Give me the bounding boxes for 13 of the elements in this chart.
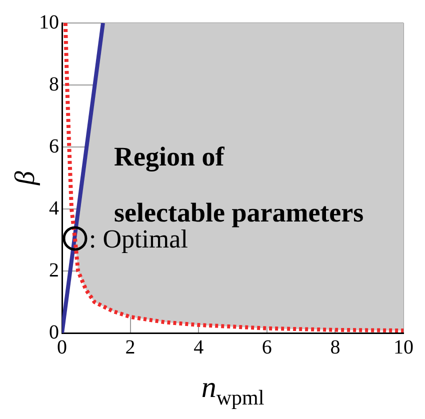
x-tick-label: 6 <box>262 336 272 358</box>
y-axis-title: β <box>10 170 41 186</box>
line-series <box>63 23 404 333</box>
y-tick-label: 0 <box>49 321 59 344</box>
y-tick-label: 10 <box>39 11 59 34</box>
y-tick-label: 8 <box>49 73 59 96</box>
x-tick-label: 8 <box>330 336 340 358</box>
y-tick-label: 2 <box>49 259 59 282</box>
y-tick-label: 6 <box>49 135 59 158</box>
y-tick-label: 4 <box>49 197 59 220</box>
x-tick-label: 10 <box>394 336 414 358</box>
x-tick-label: 4 <box>194 336 204 358</box>
x-tick-label: 2 <box>125 336 136 358</box>
